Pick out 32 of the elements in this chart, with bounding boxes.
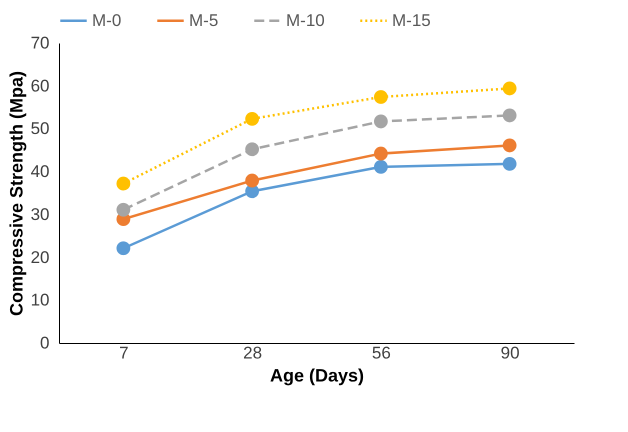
- x-tick-label: 56: [372, 344, 391, 362]
- point: [374, 90, 388, 104]
- point: [374, 114, 388, 128]
- x-tick-label: 28: [243, 344, 262, 362]
- x-tick-label: 90: [500, 344, 520, 362]
- point: [502, 138, 517, 152]
- y-tick-label: 10: [30, 290, 50, 310]
- legend-label: M-15: [392, 10, 431, 30]
- y-axis-title: Compressive Strength (Mpa): [6, 70, 27, 316]
- point: [502, 108, 517, 122]
- point: [116, 202, 130, 217]
- y-tick-label: 70: [30, 34, 50, 52]
- point: [116, 176, 130, 190]
- point: [374, 146, 388, 160]
- x-tick-label: 7: [119, 344, 129, 362]
- legend-label: M-10: [286, 10, 325, 30]
- point: [374, 160, 388, 174]
- point: [245, 112, 260, 126]
- y-tick-label: 20: [30, 248, 50, 267]
- point: [245, 174, 260, 188]
- y-tick-label: 40: [30, 162, 50, 182]
- y-tick-label: 60: [30, 76, 50, 96]
- point: [502, 82, 517, 96]
- legend-label: M-5: [189, 10, 218, 30]
- point: [245, 142, 260, 156]
- y-tick-label: 0: [40, 334, 50, 352]
- point: [116, 241, 130, 256]
- x-axis-title: Age (Days): [270, 366, 364, 386]
- legend-label: M-0: [92, 10, 122, 30]
- y-tick-label: 30: [30, 204, 50, 224]
- point: [502, 156, 517, 171]
- y-tick-label: 50: [30, 119, 50, 138]
